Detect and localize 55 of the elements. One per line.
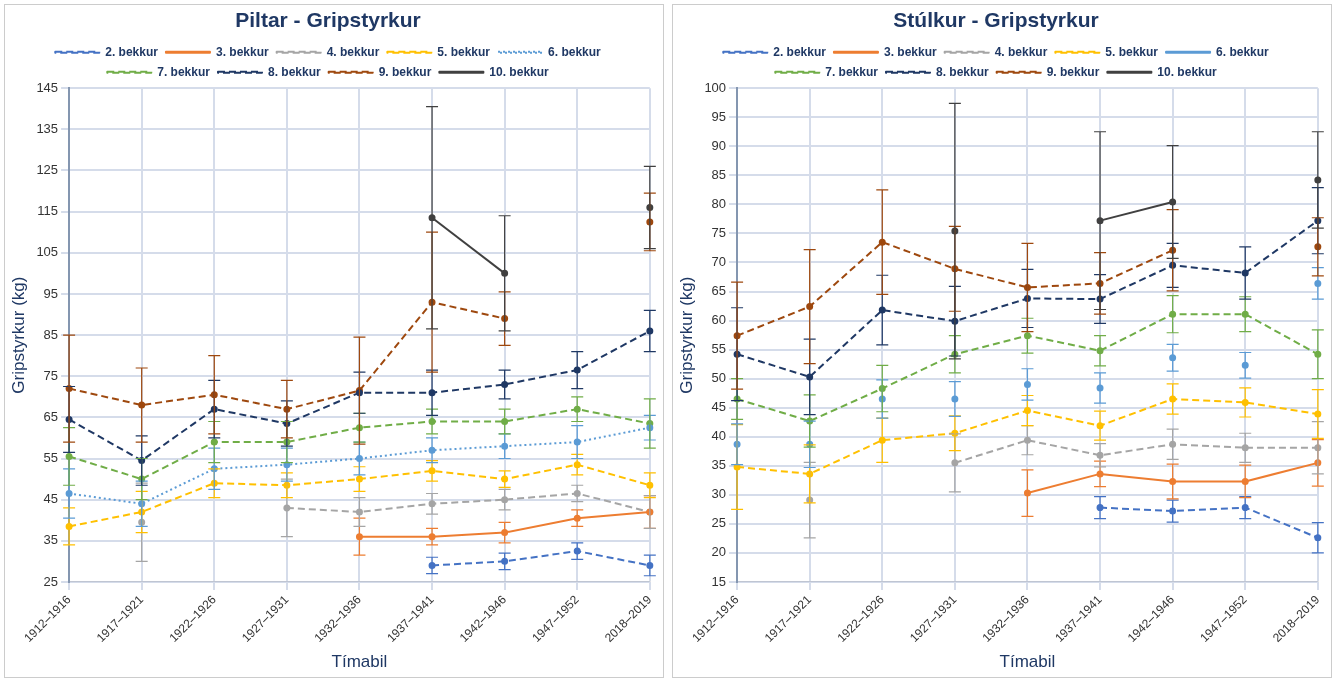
y-tick-label: 85	[711, 166, 727, 182]
y-tick-label: 90	[711, 137, 727, 153]
y-tick-label: 95	[711, 108, 727, 124]
y-tick-label: 20	[711, 544, 727, 560]
y-tick-label: 55	[711, 341, 727, 357]
legend-label: 5. bekkur	[1105, 44, 1159, 59]
y-axis-title: Gripstyrkur (kg)	[8, 276, 28, 394]
y-tick-label: 125	[36, 162, 59, 178]
legend-label: 7. bekkur	[825, 64, 879, 79]
y-tick-label: 25	[711, 515, 727, 531]
y-tick-label: 80	[711, 195, 727, 211]
y-tick-label: 50	[711, 370, 727, 386]
y-tick-label: 25	[43, 573, 59, 589]
y-tick-label: 145	[36, 79, 59, 95]
legend-label: 8. bekkur	[935, 64, 989, 79]
y-tick-label: 85	[43, 326, 59, 342]
legend-label: 5. bekkur	[437, 44, 491, 59]
y-tick-label: 40	[711, 428, 727, 444]
chart-title: Piltar - Gripstyrkur	[235, 8, 421, 32]
legend-label: 9. bekkur	[378, 64, 432, 79]
y-tick-label: 45	[711, 399, 727, 415]
legend-label: 4. bekkur	[994, 44, 1048, 59]
legend-label: 6. bekkur	[1216, 44, 1270, 59]
y-axis-title: Gripstyrkur (kg)	[676, 276, 696, 394]
legend-label: 9. bekkur	[1046, 64, 1100, 79]
legend-label: 6. bekkur	[548, 44, 602, 59]
legend-label: 3. bekkur	[883, 44, 937, 59]
y-tick-label: 115	[37, 203, 59, 219]
y-tick-label: 65	[711, 283, 727, 299]
y-tick-label: 65	[43, 408, 59, 424]
legend-label: 10. bekkur	[1157, 64, 1218, 79]
chart-title: Stúlkur - Gripstyrkur	[893, 8, 1099, 32]
y-tick-label: 15	[711, 573, 727, 589]
y-tick-label: 35	[43, 532, 59, 548]
legend-label: 7. bekkur	[157, 64, 211, 79]
y-tick-label: 60	[711, 312, 727, 328]
legend-label: 4. bekkur	[326, 44, 380, 59]
y-tick-label: 70	[711, 254, 727, 270]
legend-label: 3. bekkur	[215, 44, 269, 59]
y-tick-label: 105	[36, 244, 59, 260]
legend-label: 2. bekkur	[773, 44, 827, 59]
y-tick-label: 135	[36, 120, 59, 136]
x-axis-title: Tímabil	[999, 652, 1056, 672]
y-tick-label: 55	[43, 450, 59, 466]
legend-label: 8. bekkur	[267, 64, 321, 79]
legend-label: 10. bekkur	[489, 64, 550, 79]
x-axis-title: Tímabil	[331, 652, 388, 672]
legend-label: 2. bekkur	[105, 44, 159, 59]
y-tick-label: 30	[711, 486, 727, 502]
y-tick-label: 95	[43, 285, 59, 301]
y-tick-label: 75	[711, 225, 727, 240]
y-tick-label: 45	[43, 491, 59, 507]
y-tick-label: 75	[43, 367, 59, 383]
y-tick-label: 100	[704, 79, 727, 95]
y-tick-label: 35	[711, 457, 727, 473]
